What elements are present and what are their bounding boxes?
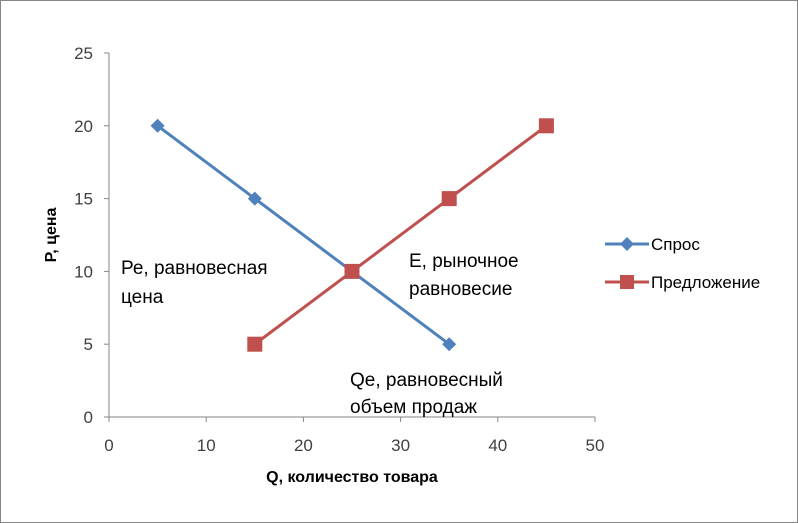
x-tick-label: 50 xyxy=(586,436,605,455)
annotation-pe-line-1: Ре, равновесная xyxy=(121,258,268,279)
x-tick-label: 10 xyxy=(197,436,216,455)
legend-label-demand: Спрос xyxy=(651,235,700,254)
demand-point xyxy=(442,337,457,352)
y-tick-label: 25 xyxy=(74,44,93,63)
x-tick-label: 0 xyxy=(104,436,113,455)
series-layer xyxy=(150,118,554,352)
y-axis-title: P, цена xyxy=(43,208,60,263)
y-tick-label: 15 xyxy=(74,190,93,209)
y-tick-label: 5 xyxy=(84,335,93,354)
legend-marker-supply xyxy=(620,275,634,289)
y-tick-label: 0 xyxy=(84,408,93,427)
x-tick-label: 20 xyxy=(294,436,313,455)
axes xyxy=(108,53,595,418)
annotation-qe-line-2: объем продаж xyxy=(350,397,477,418)
supply-point xyxy=(344,263,360,279)
annotation-pe-line-2: цена xyxy=(121,287,164,308)
supply-point xyxy=(538,118,554,134)
demand-point xyxy=(150,118,165,133)
supply-point xyxy=(441,191,457,207)
supply-line xyxy=(253,124,548,346)
y-tick-label: 10 xyxy=(74,262,93,281)
annotation-e-line-2: равновесие xyxy=(409,279,512,300)
legend-label-supply: Предложение xyxy=(651,273,760,292)
ticks: 0 5 10 15 20 25 0 10 20 30 40 50 xyxy=(74,44,604,455)
annotation-e-line-1: Е, рыночное xyxy=(409,251,519,272)
x-tick-label: 30 xyxy=(391,436,410,455)
demand-point xyxy=(247,191,262,206)
x-axis-title: Q, количество товара xyxy=(266,469,438,486)
y-tick-label: 20 xyxy=(74,117,93,136)
annotation-qe-line-1: Qе, равновесный xyxy=(350,370,503,391)
supply-point xyxy=(247,336,263,352)
demand-line xyxy=(156,124,451,346)
x-tick-label: 40 xyxy=(488,436,507,455)
legend-marker-demand xyxy=(620,237,634,251)
legend: Спрос Предложение xyxy=(605,235,760,292)
